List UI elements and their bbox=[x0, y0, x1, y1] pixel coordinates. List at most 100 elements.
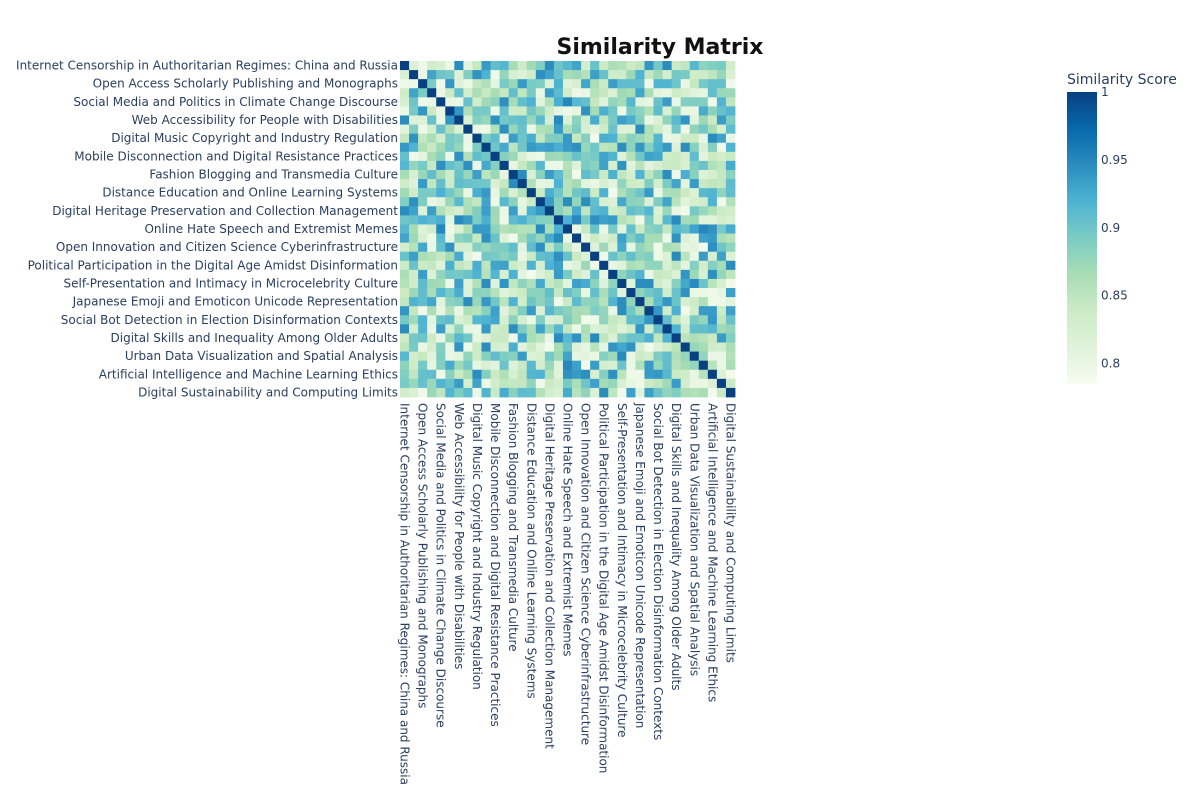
heatmap-cell bbox=[644, 387, 654, 398]
heatmap-cell bbox=[427, 88, 437, 98]
heatmap-cell bbox=[680, 233, 691, 244]
x-tick-label: Artificial Intelligence and Machine Lear… bbox=[705, 403, 719, 702]
heatmap-cell bbox=[544, 124, 555, 135]
heatmap-cell bbox=[454, 369, 464, 380]
heatmap-cell bbox=[599, 315, 609, 325]
heatmap-cell bbox=[409, 70, 419, 80]
heatmap-cell bbox=[716, 124, 727, 135]
heatmap-cell bbox=[481, 160, 491, 171]
y-tick-label: Japanese Emoji and Emoticon Unicode Repr… bbox=[72, 295, 398, 309]
heatmap-cell bbox=[608, 369, 618, 380]
heatmap-cell bbox=[535, 342, 546, 352]
heatmap-cell bbox=[671, 124, 682, 135]
heatmap-cell bbox=[644, 124, 654, 135]
heatmap-cell bbox=[599, 215, 609, 225]
heatmap-cell bbox=[608, 115, 618, 125]
heatmap-cell bbox=[608, 278, 618, 289]
heatmap-cell bbox=[635, 188, 645, 198]
heatmap-cell bbox=[590, 206, 600, 216]
heatmap-cell bbox=[400, 188, 410, 198]
heatmap-cell bbox=[463, 242, 473, 253]
heatmap-cell bbox=[427, 315, 437, 325]
heatmap-cell bbox=[472, 360, 482, 371]
heatmap-cell bbox=[716, 315, 727, 325]
heatmap-cell bbox=[635, 260, 645, 271]
heatmap-cell bbox=[572, 188, 582, 198]
heatmap-cell bbox=[454, 133, 464, 144]
colorbar-ticks: 1 0.95 0.9 0.85 0.8 bbox=[1101, 85, 1128, 371]
heatmap-cell bbox=[436, 179, 446, 189]
heatmap-cell bbox=[562, 115, 573, 125]
heatmap-cell bbox=[644, 106, 654, 116]
heatmap-cell bbox=[680, 351, 691, 362]
heatmap-cell bbox=[716, 378, 727, 389]
heatmap-cell bbox=[707, 206, 718, 216]
heatmap-cell bbox=[626, 97, 636, 107]
heatmap-cell bbox=[707, 151, 718, 162]
heatmap-cell bbox=[581, 324, 591, 334]
heatmap-cell bbox=[418, 115, 428, 125]
heatmap-cell bbox=[481, 97, 491, 107]
heatmap-cell bbox=[517, 151, 528, 162]
heatmap-cell bbox=[662, 206, 673, 216]
heatmap-cell bbox=[662, 151, 673, 162]
heatmap-cell bbox=[544, 369, 555, 380]
heatmap-cell bbox=[490, 224, 500, 234]
heatmap-cell bbox=[707, 315, 718, 325]
heatmap-cell bbox=[481, 351, 491, 362]
heatmap-cell bbox=[644, 251, 654, 262]
heatmap-cell bbox=[635, 278, 645, 289]
heatmap-cell bbox=[517, 179, 528, 189]
heatmap-cell bbox=[481, 333, 491, 343]
heatmap-cell bbox=[544, 324, 555, 334]
heatmap-cell bbox=[599, 88, 609, 98]
heatmap-cell bbox=[481, 306, 491, 316]
heatmap-cell bbox=[653, 124, 663, 135]
heatmap-cell bbox=[544, 215, 555, 225]
heatmap-cell bbox=[445, 351, 455, 362]
heatmap-cell bbox=[481, 169, 491, 180]
heatmap-cell bbox=[626, 297, 636, 307]
heatmap-cell bbox=[662, 387, 673, 398]
heatmap-cell bbox=[409, 61, 419, 71]
heatmap-cell bbox=[553, 215, 564, 225]
heatmap-cell bbox=[572, 142, 582, 153]
heatmap-cell bbox=[526, 179, 537, 189]
heatmap-cell bbox=[725, 315, 736, 325]
heatmap-cell bbox=[707, 88, 718, 98]
heatmap-cell bbox=[553, 88, 564, 98]
heatmap-cell bbox=[418, 342, 428, 352]
heatmap-cell bbox=[635, 61, 645, 71]
heatmap-cell bbox=[653, 278, 663, 289]
heatmap-cell bbox=[436, 369, 446, 380]
x-tick-label: Political Participation in the Digital A… bbox=[597, 403, 611, 773]
heatmap-cell bbox=[490, 315, 500, 325]
heatmap-cell bbox=[400, 179, 410, 189]
heatmap-cell bbox=[400, 197, 410, 207]
heatmap-cell bbox=[481, 215, 491, 225]
heatmap-cell bbox=[472, 106, 482, 116]
heatmap-cell bbox=[427, 124, 437, 135]
heatmap-cell bbox=[617, 79, 627, 89]
heatmap-cell bbox=[517, 115, 528, 125]
heatmap-cell bbox=[653, 306, 663, 316]
heatmap-cell bbox=[644, 306, 654, 316]
heatmap-cell bbox=[535, 351, 546, 362]
heatmap-cell bbox=[445, 133, 455, 144]
heatmap-cell bbox=[671, 142, 682, 153]
y-tick-label: Social Media and Politics in Climate Cha… bbox=[73, 95, 398, 109]
heatmap-cell bbox=[590, 133, 600, 144]
heatmap-cell bbox=[626, 333, 636, 343]
heatmap-cell bbox=[490, 169, 500, 180]
heatmap-cell bbox=[526, 387, 537, 398]
heatmap-cell bbox=[635, 124, 645, 135]
heatmap-cell bbox=[535, 333, 546, 343]
heatmap-cell bbox=[725, 260, 736, 271]
heatmap-cell bbox=[608, 333, 618, 343]
heatmap-cell bbox=[599, 61, 609, 71]
heatmap-cell bbox=[508, 124, 519, 135]
heatmap-cell bbox=[427, 79, 437, 89]
heatmap-cell bbox=[463, 169, 473, 180]
heatmap-cell bbox=[725, 61, 736, 71]
